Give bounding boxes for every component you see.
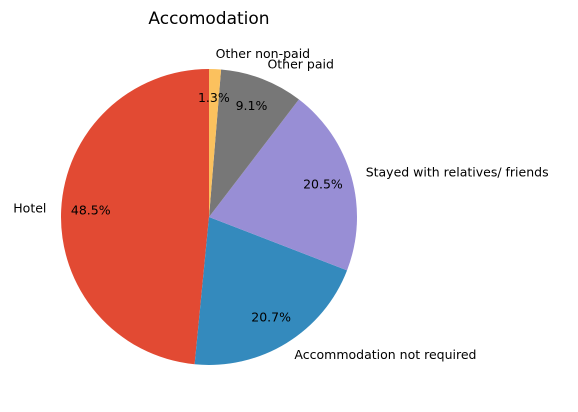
pct-label-other-non-paid: 1.3% [198,90,230,105]
slice-label-other-paid: Other paid [267,57,333,72]
pie-slice-other-non-paid [209,69,222,217]
pie-labels: Hotel 48.5% Accommodation not required 20.7… [13,46,548,362]
pie-slice-stayed-with-relatives-friends [209,99,357,271]
pct-label-hotel: 48.5% [71,203,111,218]
slice-label-accommodation-not-required: Accommodation not required [294,347,476,362]
pie-slice-other-paid [209,69,299,217]
pie-slice-accommodation-not-required [194,217,348,365]
pie-slices [61,69,357,365]
pie-slice-hotel [61,69,209,365]
slice-label-stayed-with-relatives-friends: Stayed with relatives/ friends [366,164,549,179]
pct-label-accommodation-not-required: 20.7% [251,309,291,324]
slice-label-other-non-paid: Other non-paid [216,46,310,61]
slice-label-hotel: Hotel [13,201,46,216]
pct-label-other-paid: 9.1% [236,98,268,113]
pct-label-stayed-with-relatives-friends: 20.5% [303,176,343,191]
chart-title: Accomodation [148,9,269,29]
